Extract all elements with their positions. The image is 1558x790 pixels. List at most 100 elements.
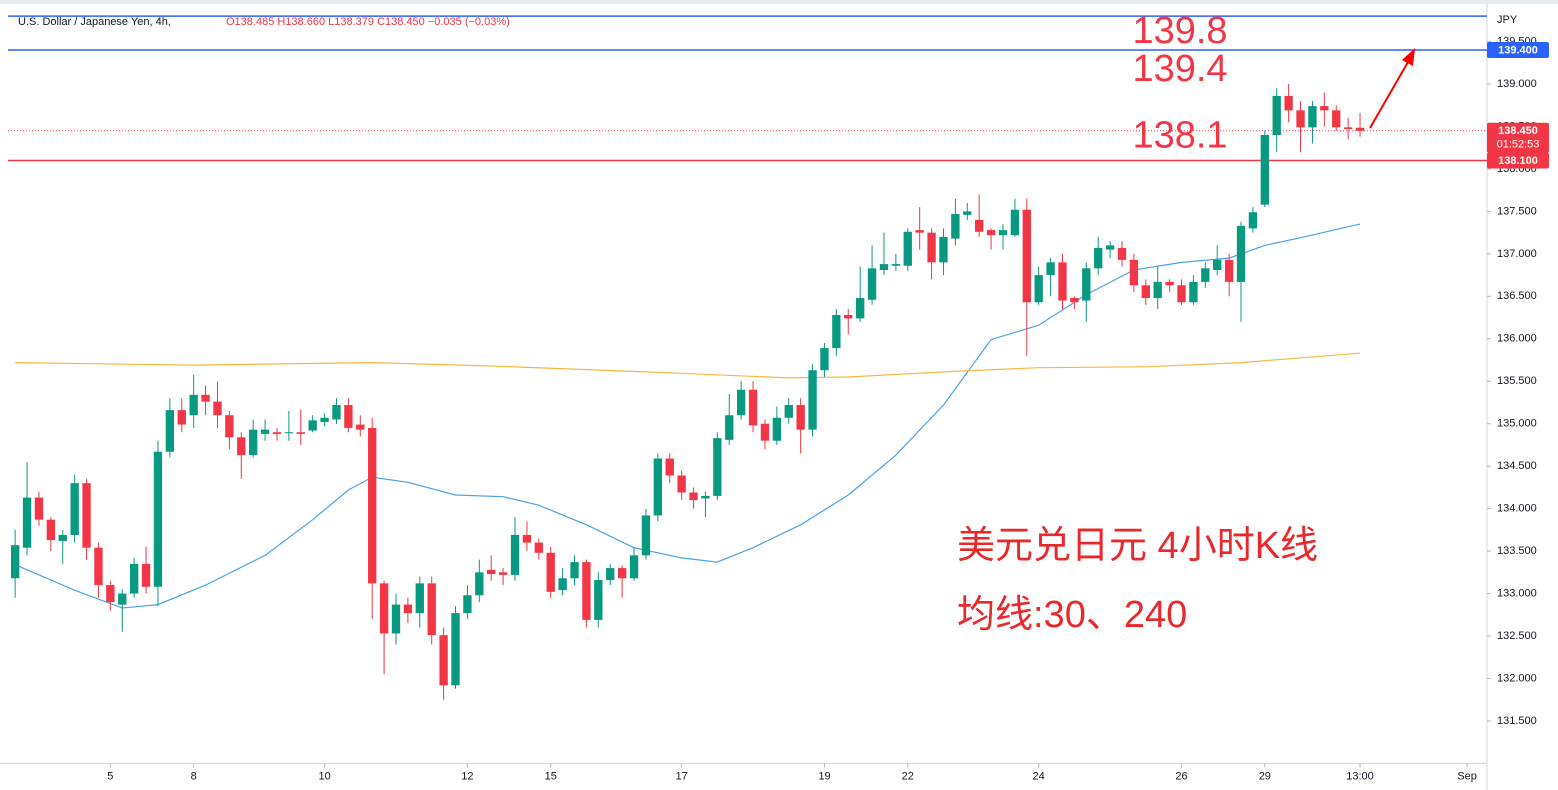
price-label: 139.400 — [1498, 44, 1538, 56]
candle-body — [986, 230, 996, 236]
candle-body — [213, 401, 222, 416]
candle-body — [1058, 262, 1067, 301]
line-annotation: 138.1 — [1132, 114, 1227, 156]
candle-body — [1343, 127, 1353, 130]
price-label-box — [1487, 152, 1549, 169]
y-tick-label: 135.000 — [1497, 418, 1537, 430]
candle-body — [689, 492, 698, 501]
x-tick-label: 24 — [1033, 770, 1045, 782]
candle-body — [1165, 281, 1174, 286]
candle-body — [344, 405, 353, 428]
candle-body — [46, 519, 56, 541]
candle-body — [141, 563, 151, 587]
candle-body — [1177, 285, 1186, 303]
candle-body — [177, 410, 186, 425]
candle-body — [844, 315, 853, 319]
candle-body — [1320, 106, 1329, 111]
top-border — [0, 0, 1558, 4]
line-annotation: 139.4 — [1132, 48, 1227, 90]
line-annotation: 139.8 — [1132, 10, 1227, 52]
candle-body — [451, 613, 460, 686]
candle-body — [1070, 298, 1079, 303]
y-tick-label: 133.500 — [1497, 545, 1537, 557]
x-tick-label: 10 — [318, 770, 330, 782]
candle-body — [1213, 259, 1222, 271]
candle-body — [1189, 281, 1198, 303]
candle-body — [1105, 245, 1115, 250]
candle-body — [963, 211, 972, 215]
candle-body — [1117, 247, 1127, 260]
plot: 131.500 132.000 132.500 133.000 133.500 134.0… — [8, 10, 1549, 782]
x-tick-label: 19 — [818, 770, 830, 782]
y-tick-label: 139.000 — [1497, 78, 1537, 90]
candle-body — [891, 264, 901, 266]
candle-body — [1141, 285, 1150, 299]
y-tick-label: 134.000 — [1497, 503, 1537, 515]
candle-body — [1248, 212, 1258, 229]
y-tick-label: 135.500 — [1497, 375, 1537, 387]
candle-body — [296, 432, 305, 434]
y-tick-label: 137.000 — [1497, 248, 1537, 260]
candle-body — [939, 236, 948, 263]
candle-body — [1236, 225, 1246, 282]
candle-body — [225, 415, 234, 438]
x-tick-label: 8 — [191, 770, 197, 782]
x-tick-label: 15 — [545, 770, 557, 782]
candle-body — [832, 315, 841, 349]
price-label-box — [1487, 42, 1549, 59]
candle-body — [1082, 268, 1091, 301]
y-axis-label: JPY — [1497, 14, 1518, 26]
candle-body — [487, 569, 496, 575]
candle-body — [70, 483, 79, 535]
candle-body — [427, 583, 436, 636]
candle-body — [1201, 268, 1210, 282]
candle-body — [153, 451, 163, 587]
arrow — [1369, 48, 1415, 129]
candle-body — [368, 427, 377, 584]
candle-body — [582, 562, 591, 620]
candle-body — [522, 534, 532, 543]
candle-body — [760, 423, 770, 441]
candle-body — [617, 568, 627, 579]
candle-body — [594, 579, 603, 620]
candle-body — [118, 593, 127, 605]
candle-body — [1129, 259, 1139, 286]
countdown-label: 01:52:53 — [1497, 139, 1540, 151]
candle-body — [748, 389, 758, 426]
y-tick-label: 131.500 — [1497, 715, 1537, 727]
candle-body — [998, 230, 1008, 236]
candle-body — [677, 475, 686, 493]
candle-body — [10, 545, 20, 579]
candle-body — [1272, 95, 1281, 135]
candle-body — [320, 417, 329, 423]
candle-body — [653, 458, 662, 516]
candle-body — [82, 483, 91, 548]
candle-body — [1094, 247, 1103, 269]
candle-body — [1034, 275, 1043, 303]
candle-body — [975, 219, 984, 232]
candle-body — [1224, 259, 1234, 282]
candle-body — [903, 231, 912, 266]
candle-body — [1284, 95, 1293, 111]
last-price-label: 138.450 — [1498, 125, 1538, 137]
candle-body — [237, 437, 246, 456]
y-tick-label: 136.500 — [1497, 290, 1537, 302]
candle-body — [558, 578, 567, 591]
candle-body — [439, 635, 448, 686]
candle-body — [867, 268, 877, 300]
x-tick-label: 12 — [461, 770, 473, 782]
candle-body — [606, 568, 615, 580]
chart-title: U.S. Dollar / Japanese Yen, 4h, — [18, 16, 171, 28]
candle-body — [713, 438, 722, 496]
candle-body — [927, 232, 936, 263]
candle-body — [808, 370, 817, 430]
candle-body — [951, 213, 960, 239]
candle-body — [94, 547, 103, 586]
candle-body — [1153, 281, 1162, 299]
candle-body — [879, 264, 889, 271]
candle-body — [546, 552, 555, 592]
x-tick-label: 5 — [107, 770, 113, 782]
x-tick-label: 26 — [1175, 770, 1187, 782]
